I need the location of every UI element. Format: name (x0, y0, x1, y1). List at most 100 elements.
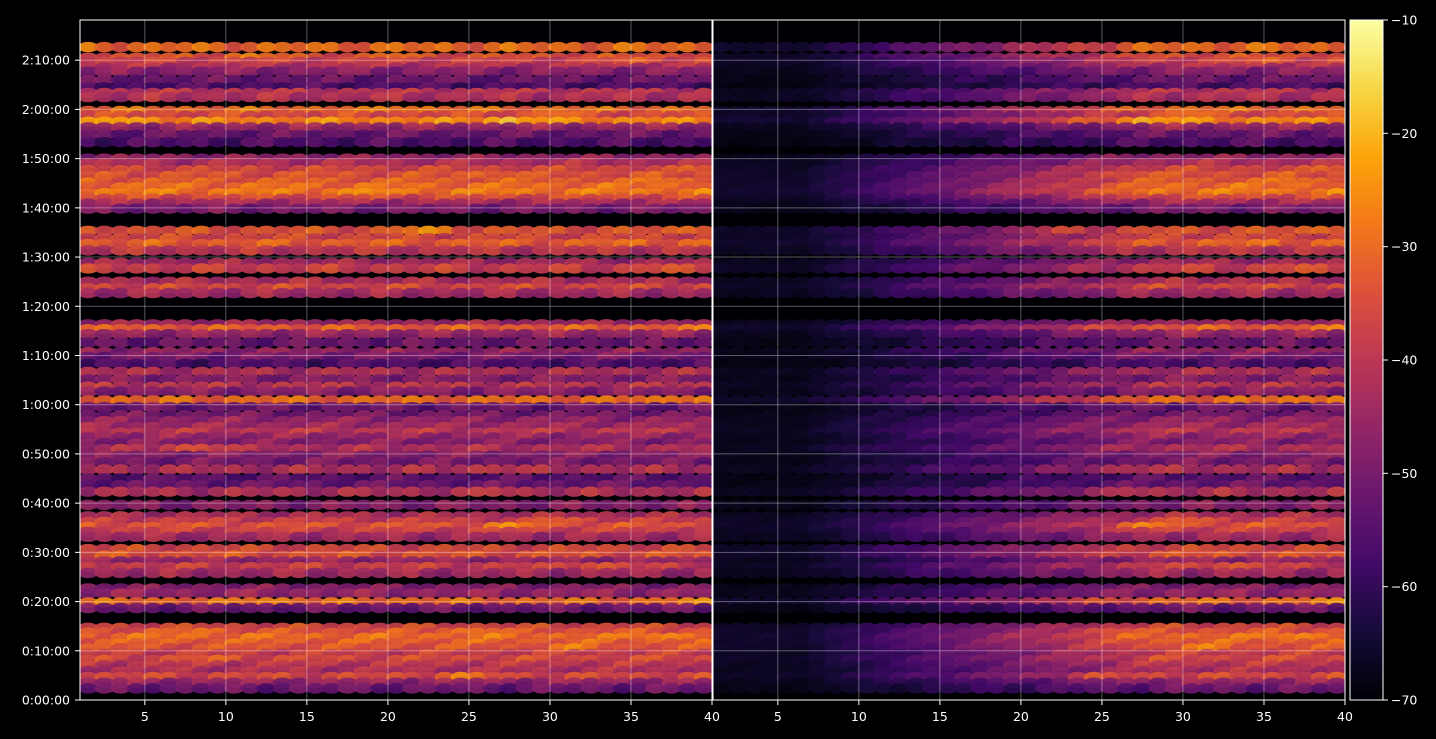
heat-cell (1002, 74, 1023, 86)
heat-cell (1278, 225, 1299, 236)
heat-cell (743, 122, 764, 133)
heat-cell (126, 129, 147, 140)
heat-cell (126, 402, 147, 413)
heat-cell (159, 129, 180, 140)
heat-cell (191, 486, 212, 497)
heat-cell (402, 499, 423, 510)
heat-cell (824, 329, 845, 340)
heat-cell (191, 122, 212, 133)
heat-cell (824, 225, 845, 236)
heat-cell (223, 74, 244, 86)
heat-cell (580, 402, 601, 413)
heat-cell (1083, 66, 1104, 77)
heat-cell (792, 66, 813, 77)
heat-cell (159, 203, 180, 214)
heat-cell (808, 41, 829, 53)
heat-cell (110, 567, 131, 579)
heat-cell (612, 122, 633, 133)
heat-cell (889, 245, 910, 256)
heat-cell (450, 225, 471, 236)
heat-cell (1083, 41, 1104, 53)
heat-cell (288, 203, 309, 214)
heat-cell (450, 137, 471, 148)
heat-cell (256, 499, 277, 510)
heat-cell (1278, 245, 1299, 256)
heat-cell (256, 486, 277, 497)
heat-cell (775, 137, 796, 148)
heat-cell (305, 287, 325, 299)
heat-cell (596, 602, 617, 614)
heat-cell (889, 91, 910, 103)
heat-cell (1326, 329, 1345, 340)
heat-cell (223, 464, 244, 475)
heat-cell (548, 41, 569, 53)
heat-cell (483, 329, 504, 340)
heat-cell (450, 358, 471, 369)
heat-cell (1019, 91, 1039, 103)
heat-cell (612, 41, 633, 53)
heat-cell (418, 374, 439, 385)
heat-cell (677, 337, 698, 348)
heat-cell (191, 225, 212, 236)
heat-cell (1083, 225, 1104, 236)
heat-cell (629, 245, 650, 256)
heat-cell (921, 337, 942, 348)
right-panel (712, 19, 1346, 701)
heat-cell (305, 91, 325, 103)
heat-cell (142, 374, 163, 385)
heat-cell (1294, 122, 1315, 133)
heat-cell (515, 366, 536, 378)
heat-cell (321, 567, 342, 579)
heat-cell (986, 41, 1007, 53)
heat-cell (223, 588, 244, 599)
heat-cell (110, 91, 131, 103)
heat-cell (191, 66, 212, 77)
heat-cell (954, 122, 975, 133)
heat-cell (677, 287, 698, 299)
heat-cell (1116, 329, 1137, 340)
heat-cell (1213, 74, 1234, 86)
heat-cell (1019, 137, 1039, 148)
heat-cell (661, 499, 682, 510)
heat-cell (110, 122, 131, 133)
heat-cell (1051, 225, 1072, 236)
heat-cell (126, 337, 147, 348)
heat-cell (175, 567, 196, 579)
heat-cell (1035, 91, 1056, 103)
heat-cell (207, 263, 228, 274)
heat-cell (483, 203, 504, 214)
heat-cell (191, 402, 212, 413)
heat-cell (970, 263, 991, 274)
heat-cell (1116, 287, 1137, 299)
heat-cell (207, 531, 228, 542)
heat-cell (1002, 245, 1023, 256)
heat-cell (353, 358, 374, 369)
heat-cell (191, 366, 212, 378)
heat-cell (677, 358, 698, 369)
heat-cell (256, 374, 277, 385)
heat-cell (80, 245, 99, 256)
heat-cell (94, 499, 115, 510)
heat-cell (1278, 203, 1299, 214)
heat-cell (321, 287, 342, 299)
heat-cell (386, 137, 406, 148)
heat-cell (921, 129, 942, 140)
heat-cell (418, 456, 439, 468)
heat-cell (743, 129, 764, 140)
heat-cell (580, 74, 601, 86)
heat-cell (743, 203, 764, 214)
heat-cell (808, 203, 829, 214)
heat-cell (1019, 329, 1039, 340)
heat-cell (889, 358, 910, 369)
heat-cell (321, 203, 342, 214)
heat-cell (661, 374, 682, 385)
heat-cell (596, 531, 617, 542)
heat-cell (369, 464, 390, 475)
heat-cell (256, 329, 277, 340)
heat-cell (450, 683, 471, 694)
heat-cell (256, 263, 277, 274)
heat-cell (1132, 137, 1153, 148)
heat-cell (207, 129, 228, 140)
heat-cell (1310, 245, 1331, 256)
heat-cell (142, 225, 163, 236)
